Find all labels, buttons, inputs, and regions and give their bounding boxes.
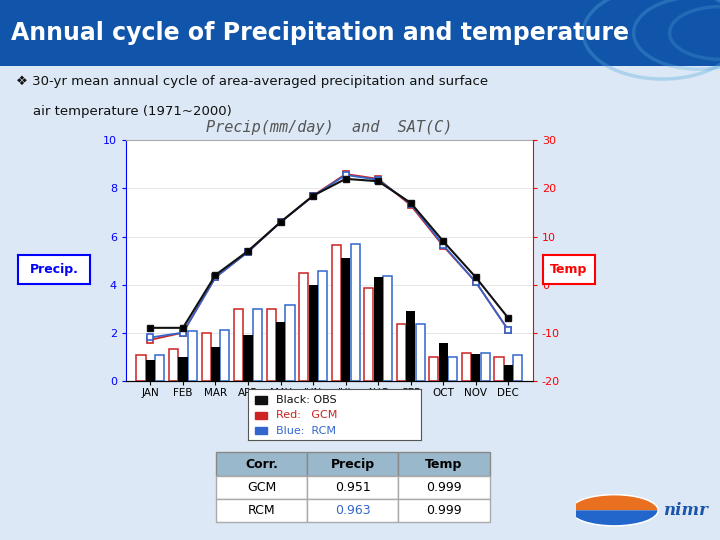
Bar xyxy=(438,343,448,381)
Text: Red:   GCM: Red: GCM xyxy=(276,410,338,421)
Wedge shape xyxy=(570,510,658,526)
Bar xyxy=(243,335,253,381)
Bar xyxy=(495,357,503,381)
Bar xyxy=(179,357,187,381)
Text: air temperature (1971~2000): air temperature (1971~2000) xyxy=(16,105,232,118)
Bar xyxy=(256,412,267,419)
Wedge shape xyxy=(570,495,658,510)
Bar xyxy=(299,273,308,381)
Bar xyxy=(256,427,267,435)
Bar xyxy=(383,276,392,381)
Bar xyxy=(513,355,523,381)
Bar xyxy=(253,308,262,381)
Text: ❖ 30-yr mean annual cycle of area-averaged precipitation and surface: ❖ 30-yr mean annual cycle of area-averag… xyxy=(16,76,488,89)
Bar xyxy=(374,278,383,381)
Bar xyxy=(341,258,350,381)
Text: Blue:  RCM: Blue: RCM xyxy=(276,426,336,436)
Bar xyxy=(276,322,285,381)
Bar xyxy=(136,355,145,381)
Bar xyxy=(397,324,406,381)
Bar xyxy=(211,347,220,381)
Bar xyxy=(266,308,276,381)
Bar xyxy=(462,353,471,381)
Bar xyxy=(351,244,360,381)
Bar xyxy=(406,311,415,381)
Bar xyxy=(448,357,457,381)
Text: nimr: nimr xyxy=(664,502,708,519)
Bar xyxy=(188,332,197,381)
Text: Precip.: Precip. xyxy=(30,263,78,276)
Text: Annual cycle of Precipitation and temperature: Annual cycle of Precipitation and temper… xyxy=(11,21,629,45)
Bar xyxy=(256,396,267,404)
Bar xyxy=(156,355,164,381)
Bar xyxy=(332,245,341,381)
Bar xyxy=(309,285,318,381)
Bar xyxy=(415,324,425,381)
Circle shape xyxy=(570,495,658,526)
Text: Black: OBS: Black: OBS xyxy=(276,395,337,405)
Text: Temp: Temp xyxy=(550,263,588,276)
Bar xyxy=(481,353,490,381)
Bar xyxy=(285,305,294,381)
Bar xyxy=(234,308,243,381)
Bar xyxy=(472,354,480,381)
Title: Precip(mm/day)  and  SAT(C): Precip(mm/day) and SAT(C) xyxy=(206,120,453,135)
Bar xyxy=(504,365,513,381)
Bar xyxy=(169,349,178,381)
Bar xyxy=(364,288,374,381)
Bar xyxy=(220,330,230,381)
Bar xyxy=(146,360,155,381)
Bar xyxy=(202,333,211,381)
Bar xyxy=(429,357,438,381)
Bar xyxy=(318,272,327,381)
